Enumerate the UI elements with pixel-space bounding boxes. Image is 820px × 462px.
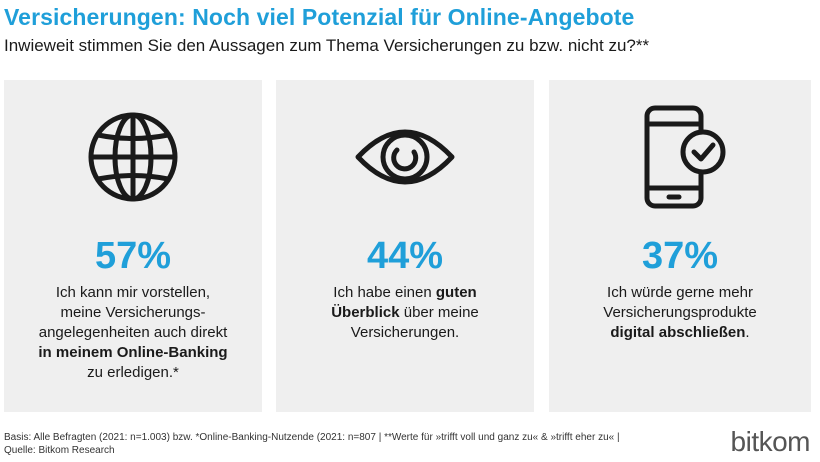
stat-text-bold: Überblick [331, 304, 400, 321]
stat-text: meine Versicherungs- [60, 304, 206, 321]
stat-text: über meine [403, 304, 479, 321]
page-subtitle: Inwieweit stimmen Sie den Aussagen zum T… [4, 36, 650, 55]
footer-source: Quelle: Bitkom Research [4, 445, 115, 456]
stat-card-overview: 44% Ich habe einen guten Überblick über … [276, 80, 534, 412]
footer-basis: Basis: Alle Befragten (2021: n=1.003) bz… [4, 432, 620, 443]
stat-text-bold: guten [435, 284, 477, 301]
stat-text: Ich habe einen [333, 284, 432, 301]
stat-text: Ich kann mir vorstellen, [55, 284, 211, 301]
stat-text: Ich würde gerne mehr [607, 284, 753, 301]
footer-notes: Basis: Alle Befragten (2021: n=1.003) bz… [4, 431, 620, 457]
stat-description: Ich habe einen guten Überblick über mein… [286, 283, 524, 343]
stat-card-online-banking: 57% Ich kann mir vorstellen, meine Versi… [4, 80, 262, 412]
eye-icon [350, 102, 460, 212]
globe-icon [78, 102, 188, 212]
stat-text: Versicherungen. [350, 324, 460, 341]
page-title: Versicherungen: Noch viel Potenzial für … [4, 4, 635, 30]
stat-text: zu erledigen.* [87, 364, 179, 381]
bitkom-logo: bitkom [730, 426, 811, 457]
stat-percent: 44% [366, 235, 444, 277]
smartphone-check-icon [625, 102, 735, 212]
stat-text: Versicherungsprodukte [603, 304, 757, 321]
stat-text: . [745, 324, 750, 341]
stat-card-digital: 37% Ich würde gerne mehr Versicherungspr… [549, 80, 811, 412]
stat-percent: 57% [94, 235, 172, 277]
stat-text-bold: in meinem Online-Banking [38, 344, 228, 361]
stat-percent: 37% [641, 235, 719, 277]
stat-description: Ich kann mir vorstellen, meine Versicher… [14, 283, 252, 383]
stat-description: Ich würde gerne mehr Versicherungsproduk… [559, 283, 801, 343]
stat-text-bold: digital abschließen [610, 324, 746, 341]
stat-text: angelegenheiten auch direkt [38, 324, 228, 341]
